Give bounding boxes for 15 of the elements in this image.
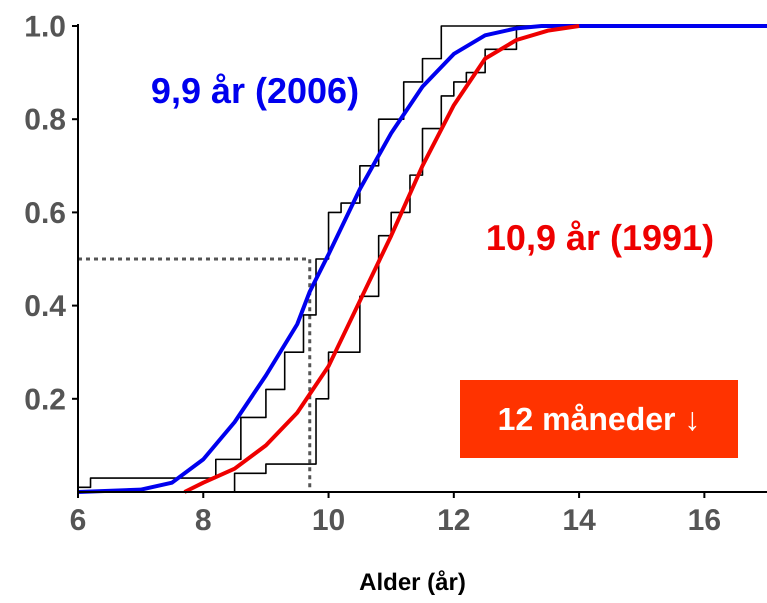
x-axis-title: Alder (år) [359,569,466,596]
x-tick-label: 10 [312,504,346,537]
y-tick-label: 0.2 [24,383,66,416]
x-tick-label: 14 [562,504,596,537]
x-tick-label: 8 [194,504,212,537]
x-tick-label: 6 [70,504,86,537]
y-tick-label: 1.0 [24,10,66,44]
series-label: 9,9 år (2006) [150,70,360,111]
text: 10,9 år (1991) [486,217,714,258]
x-tick-label: 12 [437,504,471,537]
y-tick-label: 0.8 [24,104,66,137]
x-tick-label: 16 [688,504,722,537]
annotation: 12 måneder ↓ [498,401,700,438]
y-tick-label: 0.6 [24,196,66,230]
y-tick-label: 0.4 [24,290,66,324]
